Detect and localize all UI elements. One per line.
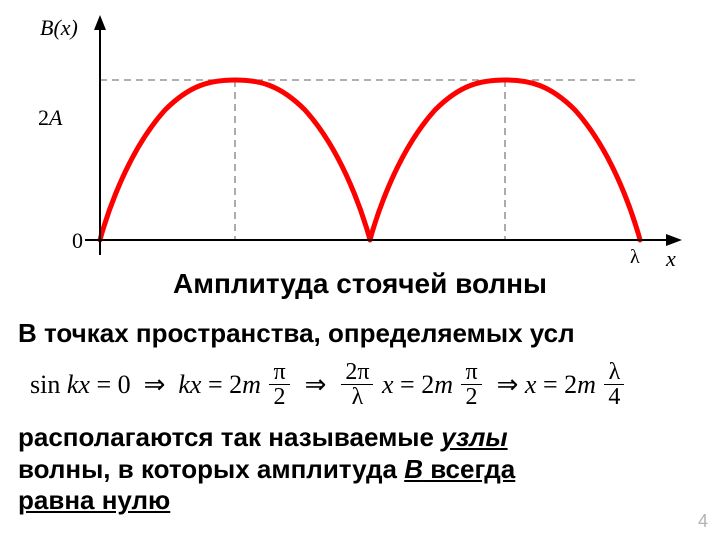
x-axis-arrow bbox=[666, 234, 682, 246]
body-text-1: В точках пространства, определяемых усл bbox=[18, 318, 710, 350]
y-axis-arrow bbox=[94, 15, 106, 30]
wave-curve-accurate bbox=[100, 80, 640, 240]
standing-wave-chart: path[data-name="wave-curve"] { display:n… bbox=[30, 10, 690, 280]
origin-label: 0 bbox=[72, 228, 83, 254]
chart-svg: path[data-name="wave-curve"] { display:n… bbox=[30, 10, 690, 280]
page-number: 4 bbox=[698, 511, 708, 532]
slide: path[data-name="wave-curve"] { display:n… bbox=[0, 0, 720, 540]
y-tick-2a: 2A bbox=[38, 105, 62, 131]
body-text-2: располагаются так называемые узлы волны,… bbox=[18, 422, 710, 517]
slide-title: Амплитуда стоячей волны bbox=[0, 268, 720, 300]
node-equation: sin kx = 0 ⇒ kx = 2m π2 ⇒ 2πλ x = 2m π2 … bbox=[30, 360, 626, 409]
lambda-label: λ bbox=[630, 246, 640, 269]
y-axis-label: B(x) bbox=[40, 15, 78, 41]
